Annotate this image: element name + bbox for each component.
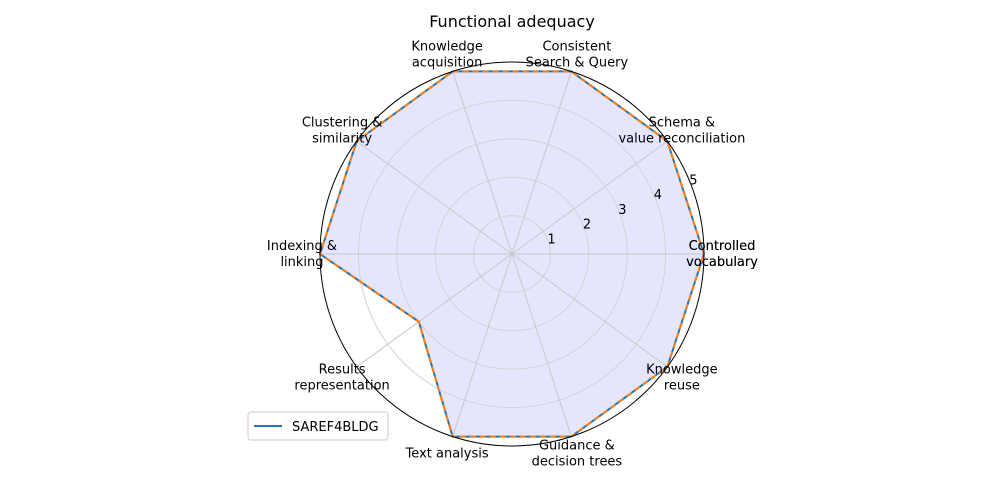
spoke-3 (452, 71, 513, 255)
spoke-1 (511, 140, 668, 255)
outer-ring (319, 61, 705, 447)
spoke-9 (511, 253, 668, 368)
category-label-1: Schema & value reconciliation (618, 116, 745, 147)
category-label-4: Clustering & similarity (302, 116, 383, 147)
category-label-9: Knowledge reuse (646, 362, 717, 393)
radial-tick-label-2: 2 (583, 218, 591, 233)
legend-frame (247, 411, 389, 441)
radial-tick-label-4: 4 (654, 188, 662, 203)
spoke-8 (511, 253, 572, 437)
category-label-closing: Controlled vocabulary (686, 239, 758, 270)
category-label-7: Text analysis (405, 447, 489, 462)
legend-label-0: SAREF4BLDG (292, 420, 379, 435)
category-label-8: Guidance & decision trees (532, 439, 623, 470)
chart-title: Functional adequacy (429, 12, 595, 31)
radial-tick-label-1: 1 (547, 232, 555, 247)
category-label-0: Controlled vocabulary (686, 239, 758, 270)
category-label-6: Results representation (294, 362, 389, 393)
spoke-6 (356, 253, 513, 368)
category-label-2: Consistent Search & Query (526, 39, 629, 70)
category-label-3: Knowledge acquisition (411, 39, 482, 70)
legend: SAREF4BLDG (247, 411, 389, 441)
plot-area: 1 2 3 4 5 Controlled vocabulary Schema & value r… (267, 39, 758, 469)
spoke-7 (452, 253, 513, 437)
spoke-2 (511, 71, 572, 255)
radial-tick-label-5: 5 (689, 174, 697, 189)
radial-tick-label-3: 3 (618, 203, 626, 218)
spoke-4 (356, 140, 513, 255)
category-label-5: Indexing & linking (267, 239, 337, 270)
